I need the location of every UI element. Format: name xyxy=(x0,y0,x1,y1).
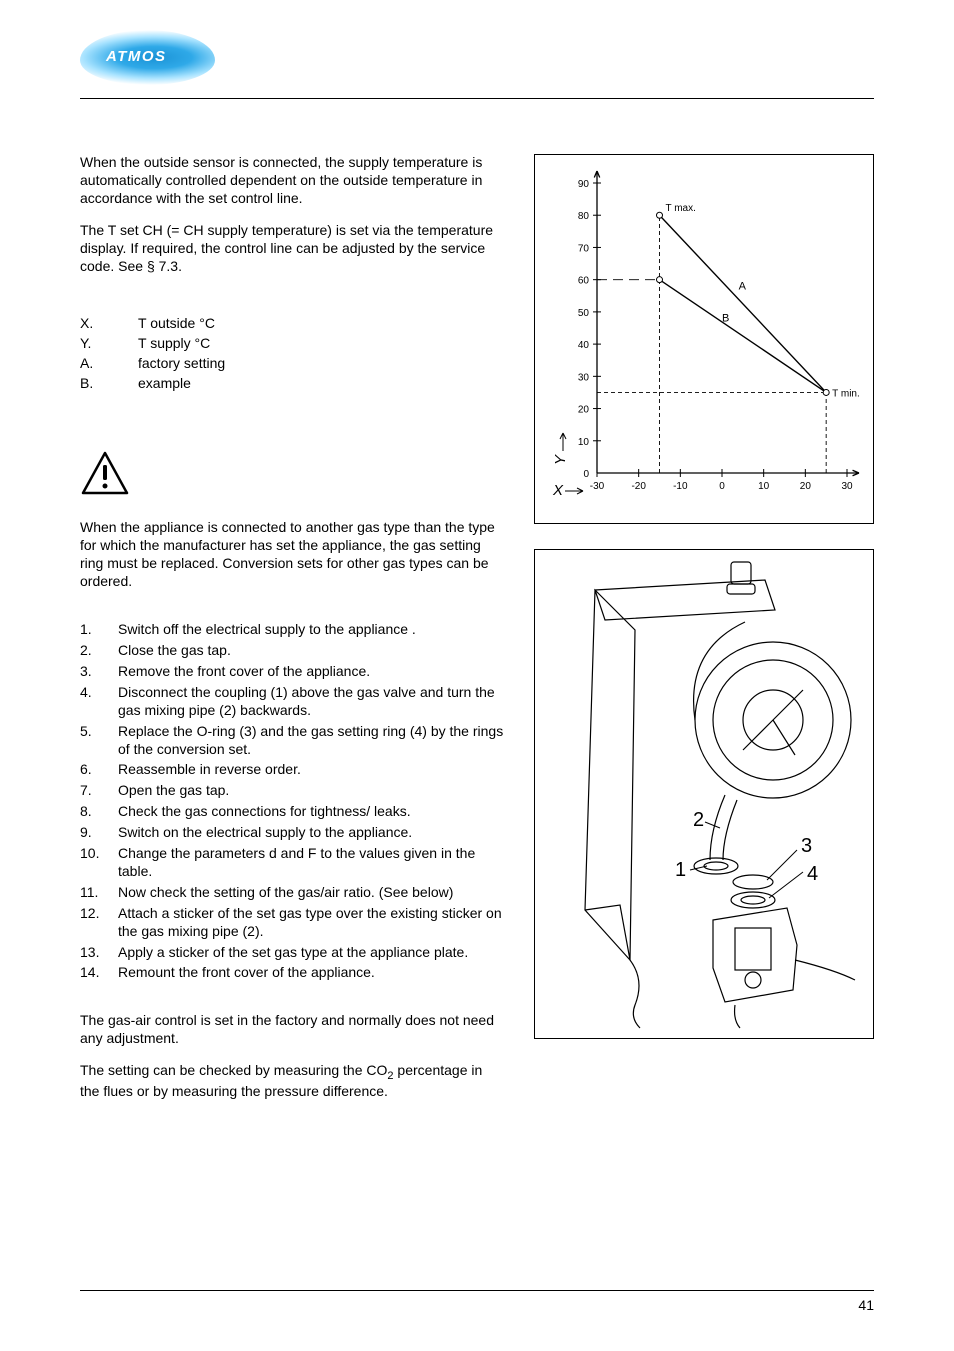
svg-text:90: 90 xyxy=(578,179,590,190)
svg-text:0: 0 xyxy=(583,469,589,480)
svg-text:30: 30 xyxy=(578,372,590,383)
svg-text:70: 70 xyxy=(578,243,590,254)
list-item: Attach a sticker of the set gas type ove… xyxy=(80,905,504,941)
intro-para-1: When the outside sensor is connected, th… xyxy=(80,154,504,208)
legend-value: T outside °C xyxy=(138,315,215,331)
legend-row: Y. T supply °C xyxy=(80,335,504,351)
legend-row: A. factory setting xyxy=(80,355,504,371)
list-item: Close the gas tap. xyxy=(80,642,504,660)
svg-text:60: 60 xyxy=(578,276,590,287)
intro-para-2: The T set CH (= CH supply temperature) i… xyxy=(80,222,504,276)
svg-text:-30: -30 xyxy=(590,481,605,492)
footer-rule xyxy=(80,1290,874,1291)
list-item: Disconnect the coupling (1) above the ga… xyxy=(80,684,504,720)
svg-text:0: 0 xyxy=(719,481,725,492)
legend-value: T supply °C xyxy=(138,335,210,351)
legend-row: B. example xyxy=(80,375,504,391)
svg-text:10: 10 xyxy=(578,437,590,448)
procedure-list: Switch off the electrical supply to the … xyxy=(80,621,504,982)
svg-text:40: 40 xyxy=(578,340,590,351)
chart-svg: 0 10 20 30 40 50 60 70 80 90 -30 -20 -10 0 10 20 30 T max… xyxy=(535,155,873,523)
legend-key: X. xyxy=(80,315,138,331)
svg-text:T min.: T min. xyxy=(832,388,860,399)
list-item: Open the gas tap. xyxy=(80,782,504,800)
right-column: 0 10 20 30 40 50 60 70 80 90 -30 -20 -10 0 10 20 30 T max… xyxy=(534,154,874,1115)
legend-row: X. T outside °C xyxy=(80,315,504,331)
gas-air-para-2: The setting can be checked by measuring … xyxy=(80,1062,504,1101)
callout-1: 1 xyxy=(675,859,686,881)
chart-legend: X. T outside °C Y. T supply °C A. factor… xyxy=(80,315,504,391)
list-item: Switch on the electrical supply to the a… xyxy=(80,824,504,842)
list-item: Apply a sticker of the set gas type at t… xyxy=(80,944,504,962)
list-item: Remount the front cover of the appliance… xyxy=(80,964,504,982)
list-item: Check the gas connections for tightness/… xyxy=(80,803,504,821)
list-item: Switch off the electrical supply to the … xyxy=(80,621,504,639)
svg-text:80: 80 xyxy=(578,211,590,222)
logo-text: ATMOS xyxy=(106,48,167,65)
brand-logo: ATMOS xyxy=(80,30,215,90)
callout-3: 3 xyxy=(801,835,812,857)
svg-text:T max.: T max. xyxy=(666,203,696,214)
list-item: Now check the setting of the gas/air rat… xyxy=(80,884,504,902)
gas-assembly-diagram: 1 2 3 4 xyxy=(534,549,874,1039)
page-number: 41 xyxy=(858,1297,874,1313)
header-rule xyxy=(80,98,874,99)
gas-air-para-1: The gas-air control is set in the factor… xyxy=(80,1012,504,1048)
legend-key: B. xyxy=(80,375,138,391)
svg-text:-20: -20 xyxy=(631,481,646,492)
list-item: Remove the front cover of the appliance. xyxy=(80,663,504,681)
co2-text-a: The setting can be checked by measuring … xyxy=(80,1062,387,1078)
svg-text:X: X xyxy=(552,482,564,499)
list-item: Replace the O-ring (3) and the gas setti… xyxy=(80,723,504,759)
legend-value: example xyxy=(138,375,191,391)
svg-text:-10: -10 xyxy=(673,481,688,492)
svg-text:10: 10 xyxy=(758,481,770,492)
control-line-chart: 0 10 20 30 40 50 60 70 80 90 -30 -20 -10 0 10 20 30 T max… xyxy=(534,154,874,524)
legend-key: Y. xyxy=(80,335,138,351)
callout-4: 4 xyxy=(807,863,818,885)
list-item: Change the parameters d and F to the val… xyxy=(80,845,504,881)
gas-type-para: When the appliance is connected to anoth… xyxy=(80,519,504,591)
svg-text:Y: Y xyxy=(552,454,569,465)
warning-icon xyxy=(80,451,504,499)
svg-text:A: A xyxy=(739,280,747,292)
legend-value: factory setting xyxy=(138,355,225,371)
svg-text:50: 50 xyxy=(578,308,590,319)
legend-key: A. xyxy=(80,355,138,371)
list-item: Reassemble in reverse order. xyxy=(80,761,504,779)
svg-text:20: 20 xyxy=(578,405,590,416)
diagram-svg: 1 2 3 4 xyxy=(535,550,873,1038)
page-content: When the outside sensor is connected, th… xyxy=(80,154,874,1115)
svg-text:30: 30 xyxy=(841,481,853,492)
svg-text:B: B xyxy=(722,313,729,325)
svg-text:20: 20 xyxy=(800,481,812,492)
left-column: When the outside sensor is connected, th… xyxy=(80,154,504,1115)
callout-2: 2 xyxy=(693,809,704,831)
